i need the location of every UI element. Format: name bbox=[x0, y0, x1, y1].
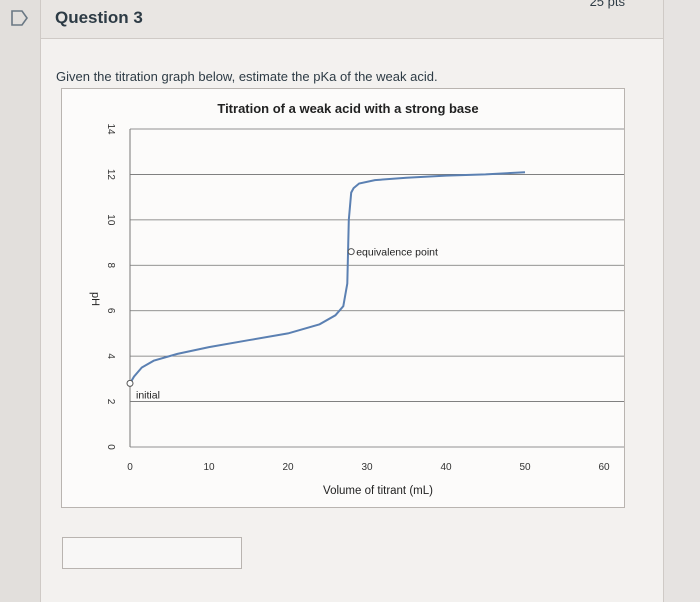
x-tick-label: 10 bbox=[203, 462, 215, 473]
x-tick-label: 50 bbox=[519, 462, 531, 473]
chart-container: Titration of a weak acid with a strong b… bbox=[61, 88, 625, 508]
question-header: Question 3 25 pts bbox=[41, 0, 663, 39]
question-prompt: Given the titration graph below, estimat… bbox=[56, 69, 438, 84]
y-tick-label: 8 bbox=[105, 263, 116, 269]
titration-chart: Titration of a weak acid with a strong b… bbox=[89, 101, 624, 497]
y-tick-label: 12 bbox=[105, 169, 116, 181]
annotation-label: equivalence point bbox=[356, 247, 438, 259]
annotation-marker bbox=[347, 248, 355, 256]
x-axis-label: Volume of titrant (mL) bbox=[323, 485, 433, 497]
x-tick-label: 0 bbox=[127, 462, 133, 473]
y-tick-label: 6 bbox=[105, 308, 116, 314]
y-tick-label: 14 bbox=[105, 123, 116, 135]
question-title: Question 3 bbox=[55, 8, 143, 27]
x-tick-label: 60 bbox=[598, 462, 610, 473]
points-label: 25 pts bbox=[589, 0, 625, 9]
x-tick-label: 40 bbox=[440, 462, 452, 473]
question-card: Question 3 25 pts Given the titration gr… bbox=[40, 0, 664, 602]
flag-column bbox=[0, 0, 40, 602]
annotation-marker bbox=[126, 379, 134, 387]
y-tick-label: 10 bbox=[105, 214, 116, 226]
y-tick-label: 0 bbox=[105, 444, 116, 450]
chart-title: Titration of a weak acid with a strong b… bbox=[217, 101, 478, 116]
y-tick-label: 4 bbox=[105, 353, 116, 359]
annotation-label: initial bbox=[136, 389, 160, 401]
series-line bbox=[129, 171, 526, 384]
y-tick-label: 2 bbox=[105, 399, 116, 405]
answer-input[interactable] bbox=[62, 537, 242, 569]
y-axis-label: pH bbox=[89, 292, 101, 306]
x-tick-label: 20 bbox=[282, 462, 294, 473]
x-tick-label: 30 bbox=[361, 462, 373, 473]
flag-question-icon[interactable] bbox=[10, 9, 30, 27]
